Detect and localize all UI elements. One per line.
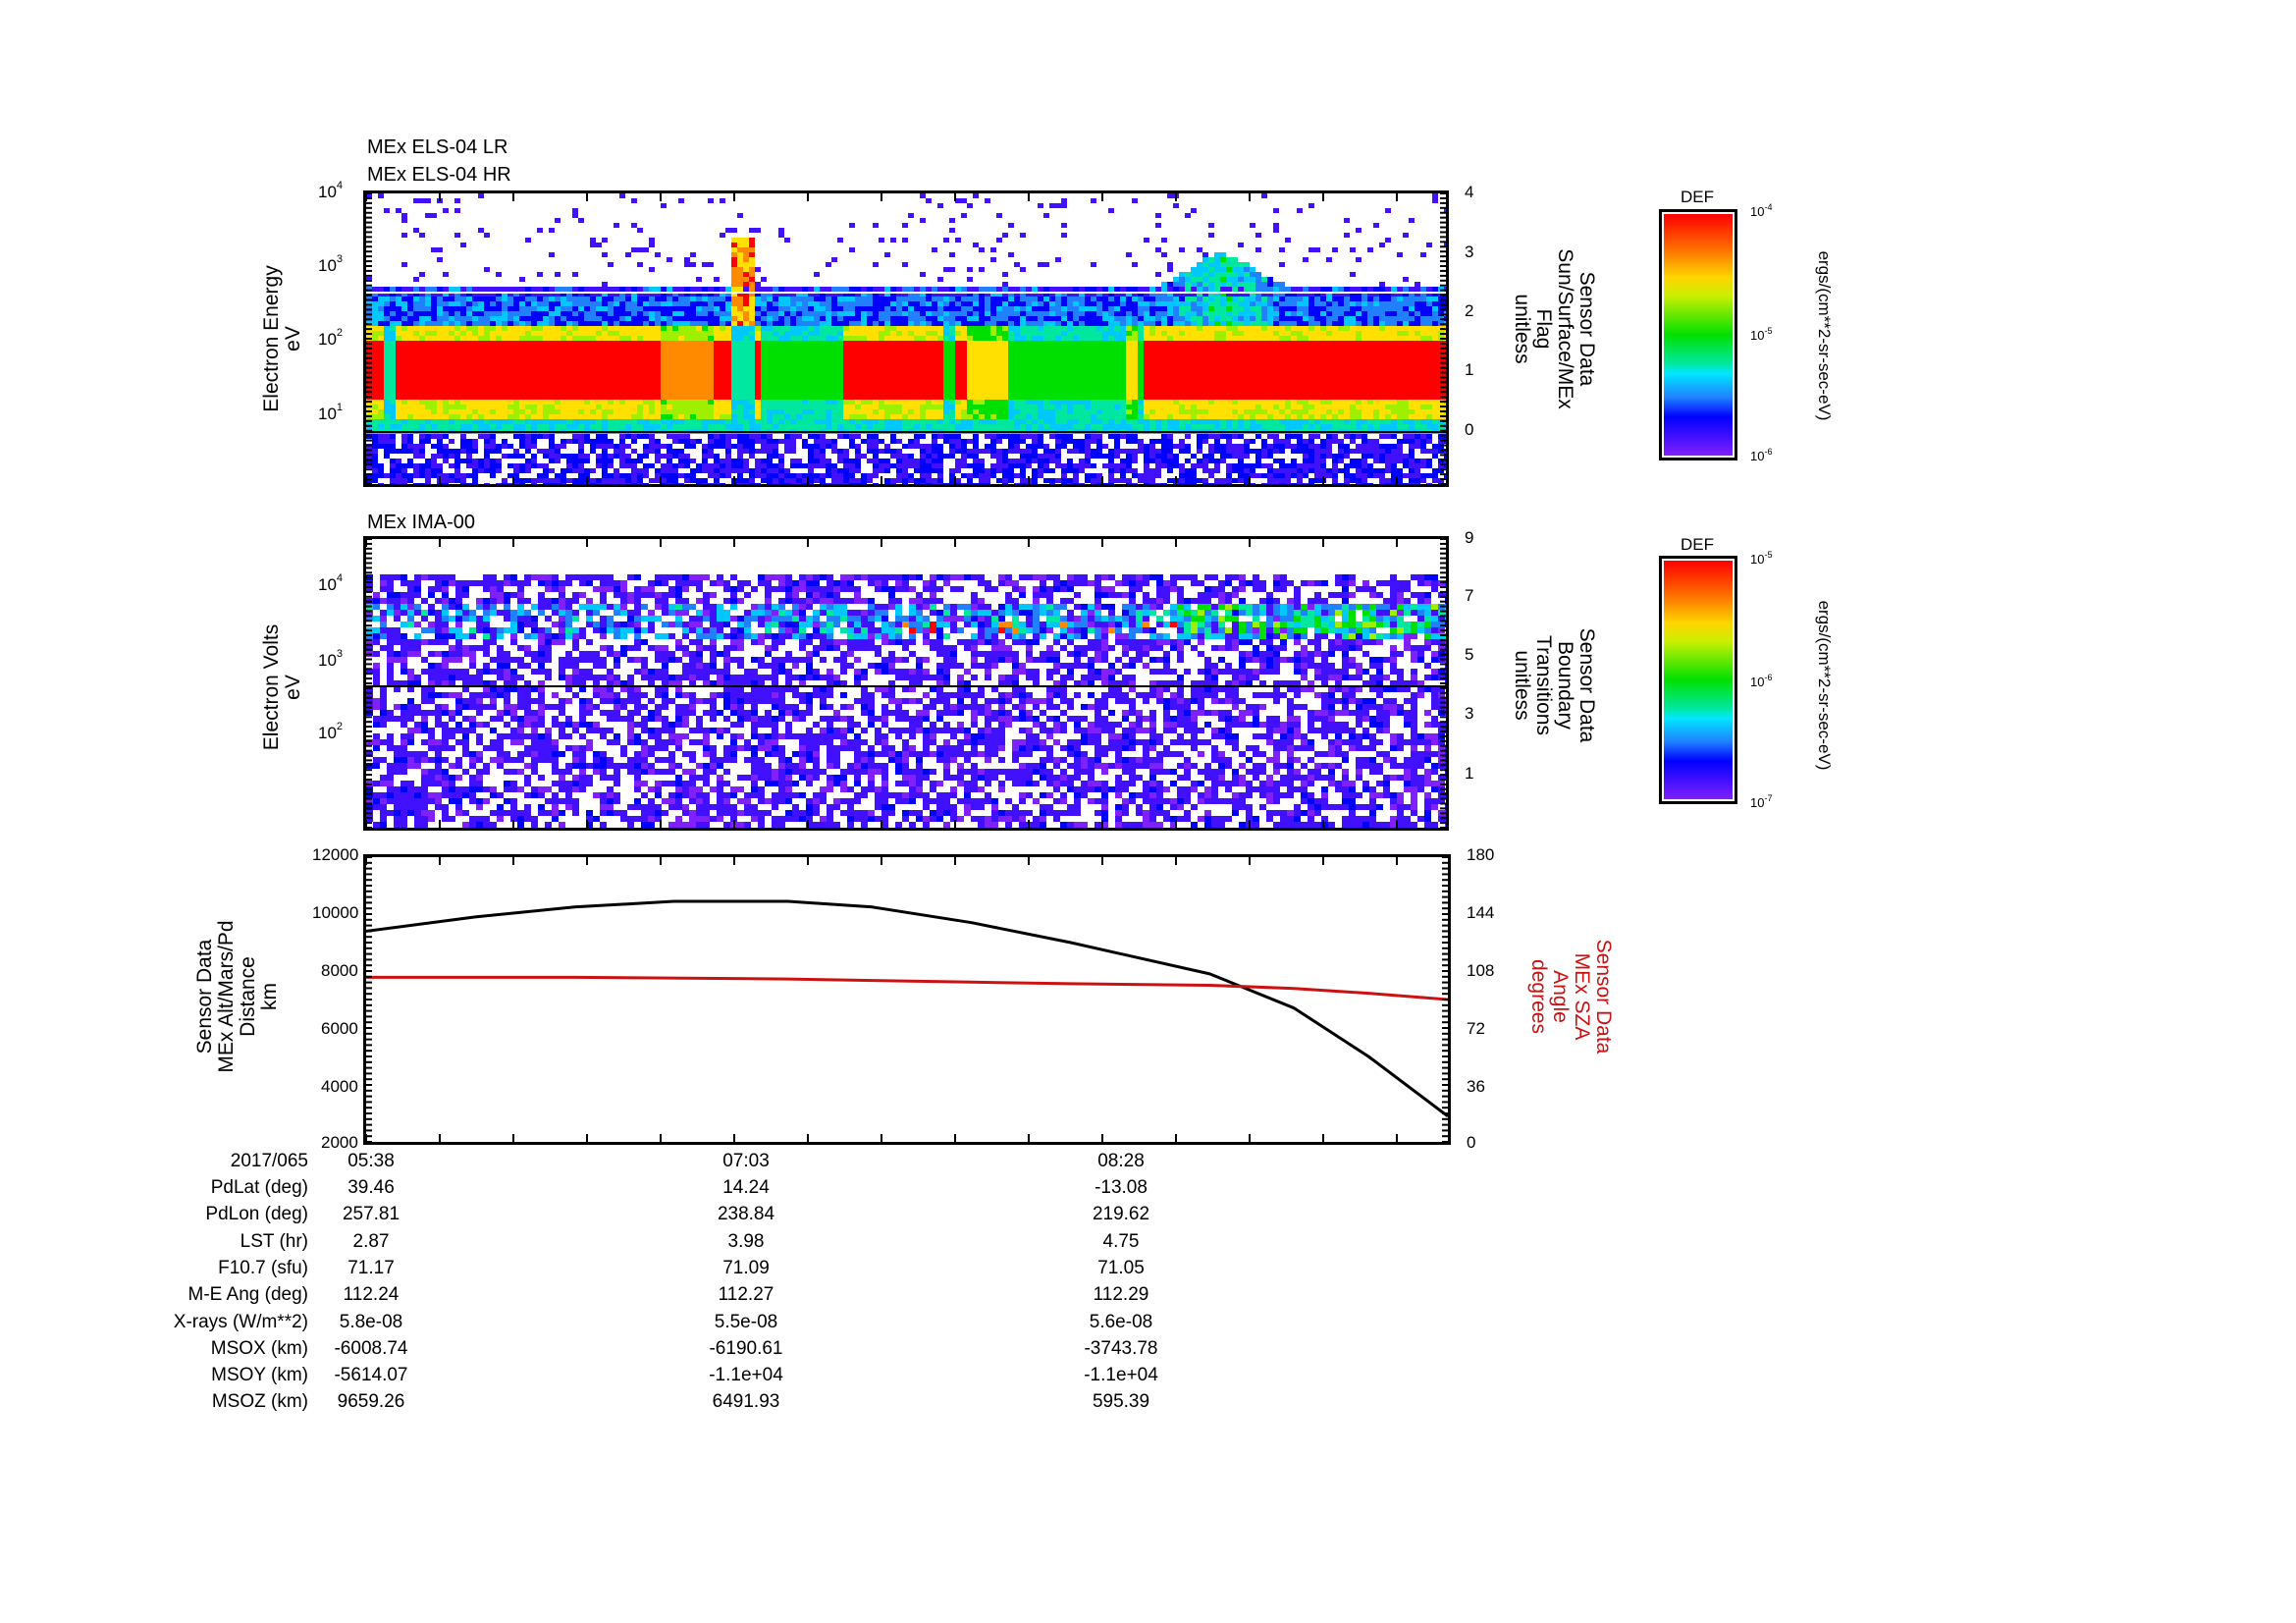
p2-right-axis-label: Sensor Data Boundary Transitions unitless — [1511, 627, 1598, 743]
p1-right-axis-label: Sensor Data Sun/Surface/MEx Flag unitless — [1511, 248, 1598, 409]
ephemeris-value: 112.24 — [343, 1284, 400, 1306]
p1-y2tick: 3 — [1465, 243, 1474, 261]
ephemeris-row-label: MSOY (km) — [211, 1365, 308, 1386]
p1-ytick: 104 — [318, 180, 344, 201]
p1-y2tick: 1 — [1465, 360, 1474, 379]
p1-ytick: 101 — [318, 402, 344, 423]
p3-ytick: 2000 — [321, 1133, 358, 1152]
p3-ytick: 6000 — [321, 1019, 358, 1038]
p3-y2tick: 108 — [1467, 961, 1495, 980]
p3-ytick: 12000 — [312, 845, 359, 864]
p1-left-axis-label: Electron Energy eV — [260, 265, 304, 412]
p2-y2tick: 5 — [1465, 645, 1474, 664]
ephemeris-value: 3.98 — [727, 1230, 765, 1252]
p2-ytick: 102 — [318, 721, 344, 742]
electron-spectrogram — [366, 193, 1446, 484]
time-tick-1: 07:03 — [722, 1151, 770, 1171]
ephemeris-value: 219.62 — [1092, 1204, 1150, 1225]
ephemeris-value: 112.29 — [1093, 1284, 1149, 1306]
ephemeris-row-label: X-rays (W/m**2) — [173, 1311, 308, 1332]
panel1-title-lr: MEx ELS-04 LR — [367, 136, 508, 158]
ephemeris-value: 5.5e-08 — [714, 1311, 778, 1332]
ephemeris-value: 238.84 — [717, 1204, 775, 1225]
ephemeris-row-label: MSOX (km) — [210, 1337, 308, 1359]
p3-ytick: 4000 — [321, 1077, 358, 1096]
altitude-sza-lines — [366, 857, 1448, 1142]
p2-ytick: 103 — [318, 648, 344, 670]
ephemeris-value: 71.09 — [722, 1257, 770, 1278]
p2-y2tick: 9 — [1465, 528, 1474, 547]
ephemeris-value: 112.27 — [718, 1284, 774, 1306]
p2-y2tick: 1 — [1465, 764, 1474, 783]
ephemeris-value: -1.1e+04 — [709, 1365, 783, 1386]
p2-y2tick: 7 — [1465, 586, 1474, 605]
p3-y2tick: 72 — [1467, 1019, 1485, 1038]
ephemeris-row-label: LST (hr) — [240, 1230, 308, 1252]
colorbar1-title: DEF — [1681, 188, 1714, 206]
p1-ytick: 102 — [318, 327, 344, 349]
p3-ytick: 10000 — [312, 903, 359, 922]
time-tick-0: 05:38 — [347, 1151, 395, 1171]
p1-y2tick: 2 — [1465, 301, 1474, 320]
ephemeris-value: 595.39 — [1092, 1391, 1150, 1413]
colorbar1-units: ergs/(cm**2-sr-sec-eV) — [1815, 250, 1834, 421]
ephemeris-value: 4.75 — [1102, 1230, 1140, 1252]
colorbar2-tick-mid: 10-6 — [1750, 673, 1773, 689]
ephemeris-value: -6190.61 — [709, 1337, 783, 1359]
ephemeris-value: -1.1e+04 — [1084, 1365, 1158, 1386]
p2-y2tick: 3 — [1465, 704, 1474, 723]
p3-y2tick: 180 — [1467, 845, 1495, 864]
p3-right-axis-label: Sensor Data MEx SZA Angle degrees — [1527, 939, 1615, 1055]
colorbar2-tick-top: 10-5 — [1750, 550, 1773, 567]
ion-spectrogram-panel — [363, 536, 1449, 831]
p3-y2tick: 36 — [1467, 1077, 1485, 1096]
colorbar2-units: ergs/(cm**2-sr-sec-eV) — [1815, 600, 1834, 771]
ephemeris-value: 257.81 — [342, 1204, 400, 1225]
p1-y2tick: 0 — [1465, 420, 1474, 439]
p1-y2tick: 4 — [1465, 183, 1474, 201]
ephemeris-value: 6491.93 — [712, 1391, 780, 1413]
ephemeris-value: 71.05 — [1097, 1257, 1145, 1278]
date-label: 2017/065 — [230, 1151, 308, 1171]
ephemeris-value: 71.17 — [347, 1257, 395, 1278]
ephemeris-value: 2.87 — [352, 1230, 390, 1252]
ephemeris-value: -3743.78 — [1084, 1337, 1158, 1359]
ephemeris-value: 39.46 — [347, 1177, 395, 1198]
ephemeris-value: 5.6e-08 — [1089, 1311, 1153, 1332]
p3-left-axis-label: Sensor Data MEx Alt/Mars/Pd Distance km — [193, 920, 281, 1073]
ephemeris-value: 14.24 — [722, 1177, 770, 1198]
panel1-title-hr: MEx ELS-04 HR — [367, 164, 511, 186]
ephemeris-value: 5.8e-08 — [339, 1311, 403, 1332]
ephemeris-value: -13.08 — [1095, 1177, 1148, 1198]
p3-y2tick: 0 — [1467, 1133, 1476, 1152]
p3-y2tick: 144 — [1467, 903, 1495, 922]
electron-spectrogram-panel — [363, 190, 1449, 487]
p2-left-axis-label: Electron Volts eV — [260, 623, 304, 751]
panel2-title: MEx IMA-00 — [367, 512, 476, 533]
colorbar2-title: DEF — [1681, 535, 1714, 554]
time-tick-2: 08:28 — [1097, 1151, 1145, 1171]
ephemeris-row-label: MSOZ (km) — [211, 1391, 308, 1413]
ephemeris-value: -5614.07 — [334, 1365, 408, 1386]
colorbar1-tick-mid: 10-5 — [1750, 326, 1773, 343]
colorbar1 — [1659, 209, 1737, 460]
ephemeris-row-label: PdLat (deg) — [210, 1177, 308, 1198]
colorbar1-tick-top: 10-4 — [1750, 202, 1773, 219]
colorbar1-tick-bottom: 10-6 — [1750, 447, 1773, 463]
altitude-sza-panel — [363, 854, 1451, 1145]
p2-ytick: 104 — [318, 572, 344, 594]
p3-ytick: 8000 — [321, 961, 358, 980]
ephemeris-row-label: M-E Ang (deg) — [187, 1284, 309, 1306]
ion-spectrogram — [366, 539, 1446, 828]
p1-ytick: 103 — [318, 253, 344, 275]
ephemeris-row-label: PdLon (deg) — [205, 1204, 308, 1225]
ephemeris-value: -6008.74 — [334, 1337, 408, 1359]
colorbar2-tick-bottom: 10-7 — [1750, 793, 1773, 810]
ephemeris-row-label: F10.7 (sfu) — [218, 1257, 308, 1278]
colorbar2 — [1659, 556, 1737, 804]
ephemeris-value: 9659.26 — [337, 1391, 405, 1413]
